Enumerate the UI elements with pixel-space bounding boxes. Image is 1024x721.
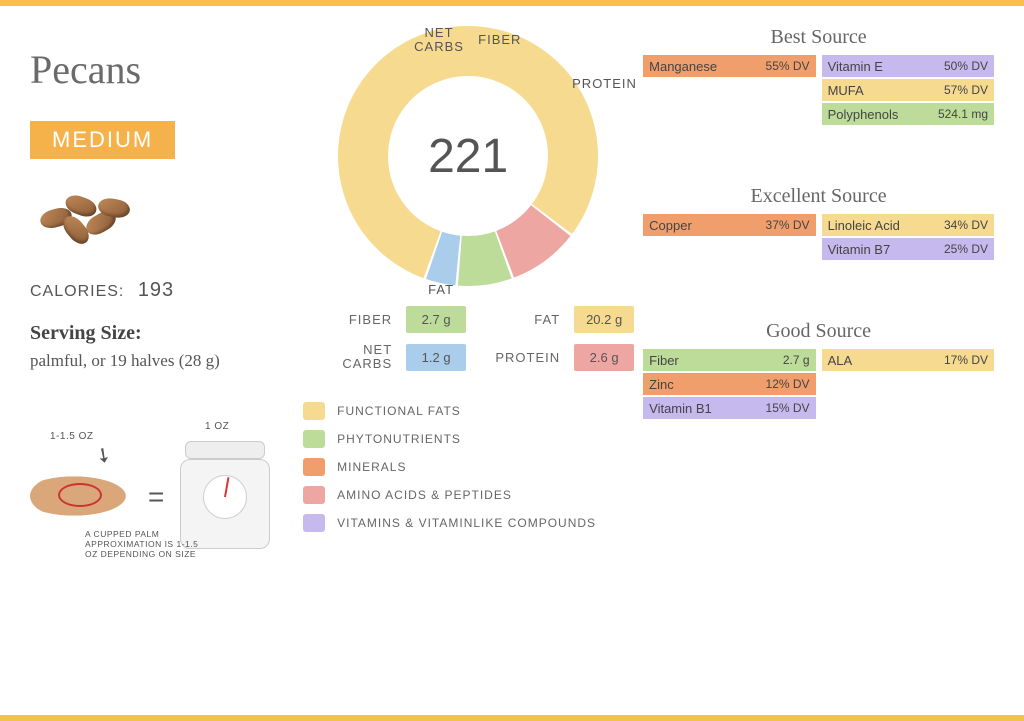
source-value: 34% DV: [944, 218, 988, 232]
source-name: Manganese: [649, 59, 717, 74]
page: Pecans MEDIUM CALORIES: 193 Serving Size…: [0, 6, 1024, 715]
source-name: Zinc: [649, 377, 674, 392]
arrow-icon: ➘: [89, 440, 117, 470]
legend-swatch: [303, 514, 325, 532]
legend-swatch: [303, 430, 325, 448]
macro-label-fat: FAT: [480, 312, 560, 327]
donut-label-protein: PROTEIN: [572, 76, 637, 91]
source-value: 2.7 g: [783, 353, 810, 367]
donut-label-fiber: FIBER: [478, 32, 521, 47]
sources-column: Best Source Manganese 55% DV Vitamin E 50% D…: [643, 16, 994, 705]
serving-heading: Serving Size:: [30, 322, 293, 345]
source-block: Best Source Manganese 55% DV Vitamin E 50% D…: [643, 26, 994, 125]
source-cell: Vitamin B1 15% DV: [643, 397, 815, 419]
source-grid: Manganese 55% DV Vitamin E 50% DV MUFA 57% DV…: [643, 55, 994, 125]
source-name: MUFA: [828, 83, 864, 98]
source-grid: Fiber 2.7 g ALA 17% DV Zinc 12% DV Vitamin B1 1…: [643, 349, 994, 419]
source-name: Polyphenols: [828, 107, 899, 122]
scale-oz-label: 1 OZ: [205, 421, 229, 432]
macro-label-protein: PROTEIN: [480, 350, 560, 365]
bottom-accent-bar: [0, 715, 1024, 721]
source-value: 15% DV: [766, 401, 810, 415]
legend-row: PHYTONUTRIENTS: [303, 430, 633, 448]
source-name: Fiber: [649, 353, 679, 368]
legend-label: FUNCTIONAL FATS: [337, 404, 461, 418]
calories-line: CALORIES: 193: [30, 279, 293, 302]
source-value: 17% DV: [944, 353, 988, 367]
source-title: Excellent Source: [643, 185, 994, 208]
macro-value-net-carbs: 1.2 g: [406, 344, 466, 371]
equals-icon: =: [148, 481, 165, 513]
macro-label-net-carbs: NETCARBS: [302, 343, 392, 372]
legend-row: VITAMINS & VITAMINLIKE COMPOUNDS: [303, 514, 633, 532]
source-title: Best Source: [643, 26, 994, 49]
palm-oz-label: 1-1.5 OZ: [50, 431, 93, 442]
legend-row: MINERALS: [303, 458, 633, 476]
source-block: Good Source Fiber 2.7 g ALA 17% DV Zinc 12% DV…: [643, 320, 994, 419]
source-value: 55% DV: [766, 59, 810, 73]
legend-swatch: [303, 402, 325, 420]
source-value: 25% DV: [944, 242, 988, 256]
calories-label: CALORIES:: [30, 283, 124, 300]
macro-value-protein: 2.6 g: [574, 344, 634, 371]
density-badge: MEDIUM: [30, 121, 175, 159]
legend-row: AMINO ACIDS & PEPTIDES: [303, 486, 633, 504]
donut-label-net-carbs: NETCARBS: [414, 26, 464, 55]
source-title: Good Source: [643, 320, 994, 343]
source-value: 37% DV: [766, 218, 810, 232]
legend-label: MINERALS: [337, 460, 406, 474]
source-name: Linoleic Acid: [828, 218, 900, 233]
palm-caption: A CUPPED PALM APPROXIMATION IS 1-1.5 OZ …: [85, 529, 205, 560]
left-column: Pecans MEDIUM CALORIES: 193 Serving Size…: [30, 16, 293, 705]
source-cell: Copper 37% DV: [643, 214, 815, 236]
macro-label-fiber: FIBER: [302, 312, 392, 327]
source-cell: Polyphenols 524.1 mg: [822, 103, 994, 125]
source-name: Vitamin E: [828, 59, 883, 74]
source-cell: Vitamin E 50% DV: [822, 55, 994, 77]
legend-swatch: [303, 486, 325, 504]
donut-chart: 221 FATPROTEINFIBERNETCARBS: [328, 16, 608, 296]
source-block: Excellent Source Copper 37% DV Linoleic Aci…: [643, 185, 994, 260]
source-name: Vitamin B7: [828, 242, 891, 257]
source-value: 524.1 mg: [938, 107, 988, 121]
source-cell: Vitamin B7 25% DV: [822, 238, 994, 260]
donut-label-fat: FAT: [428, 282, 454, 297]
palm-illustration: [30, 471, 140, 521]
donut-center-value: 221: [398, 86, 538, 226]
macro-value-fat: 20.2 g: [574, 306, 634, 333]
legend-row: FUNCTIONAL FATS: [303, 402, 633, 420]
legend-label: AMINO ACIDS & PEPTIDES: [337, 488, 512, 502]
source-name: Vitamin B1: [649, 401, 712, 416]
legend-label: PHYTONUTRIENTS: [337, 432, 461, 446]
source-cell: Manganese 55% DV: [643, 55, 815, 77]
source-cell: Zinc 12% DV: [643, 373, 815, 395]
calories-value: 193: [138, 279, 174, 301]
source-cell: ALA 17% DV: [822, 349, 994, 371]
source-name: Copper: [649, 218, 692, 233]
serving-graphic: 1-1.5 OZ ➘ = 1 OZ A CUPPED PALM APPROXIM…: [30, 401, 293, 571]
food-image: [30, 179, 150, 249]
middle-column: 221 FAT PROTEIN FIBER NETCARBS FIBER 2.7 g FA…: [303, 16, 633, 705]
source-cell: Fiber 2.7 g: [643, 349, 815, 371]
macros-grid: FIBER 2.7 g FAT 20.2 g NETCARBS 1.2 g PROTEIN 2…: [303, 306, 633, 372]
source-value: 12% DV: [766, 377, 810, 391]
source-cell: Linoleic Acid 34% DV: [822, 214, 994, 236]
source-name: ALA: [828, 353, 853, 368]
macro-value-fiber: 2.7 g: [406, 306, 466, 333]
legend-label: VITAMINS & VITAMINLIKE COMPOUNDS: [337, 516, 596, 530]
source-grid: Copper 37% DV Linoleic Acid 34% DV Vitamin B…: [643, 214, 994, 260]
legend-swatch: [303, 458, 325, 476]
serving-value: palmful, or 19 halves (28 g): [30, 351, 293, 371]
food-title: Pecans: [30, 46, 293, 93]
source-value: 50% DV: [944, 59, 988, 73]
source-cell: MUFA 57% DV: [822, 79, 994, 101]
category-legend: FUNCTIONAL FATS PHYTONUTRIENTS MINERALS AMI…: [303, 402, 633, 532]
source-value: 57% DV: [944, 83, 988, 97]
